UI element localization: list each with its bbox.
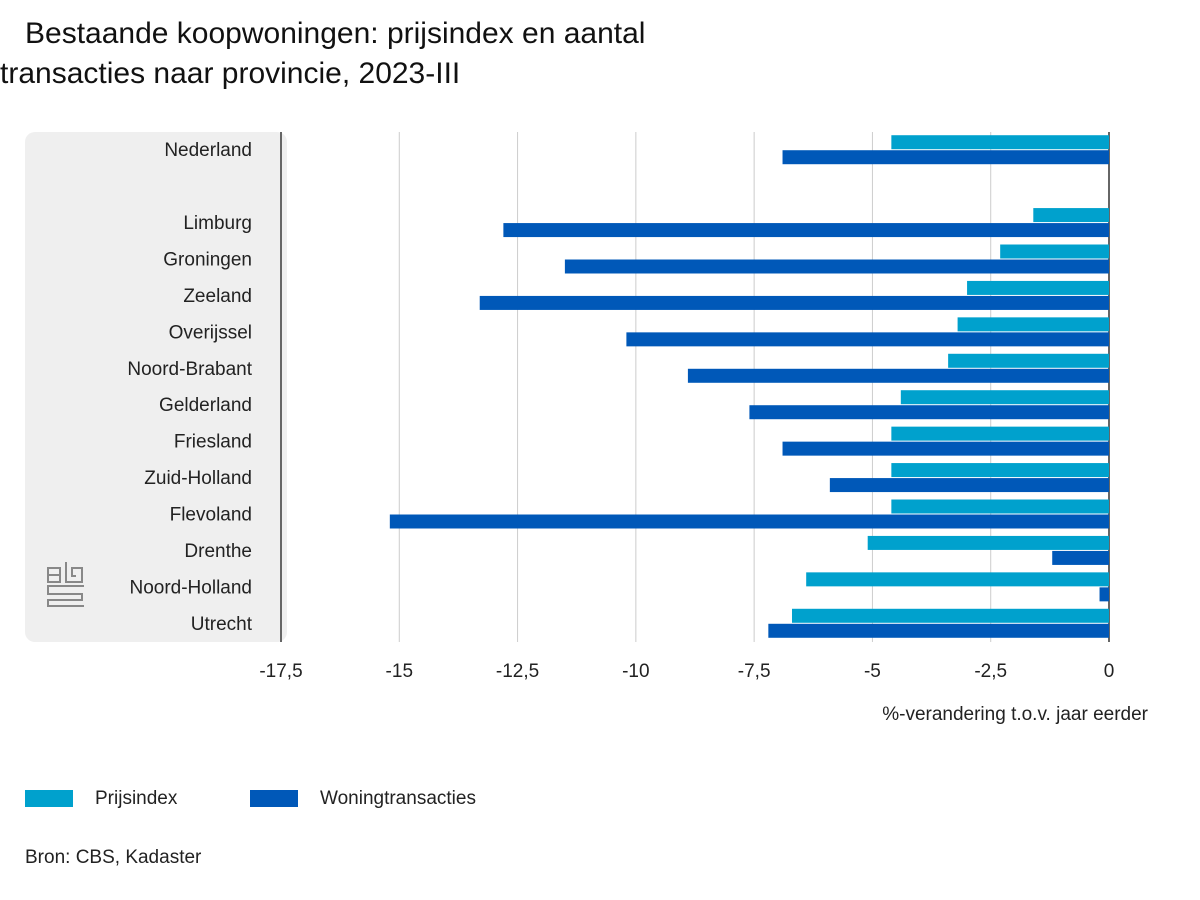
chart-title: Bestaande koopwoningen: prijsindex en aa… [0,17,646,90]
x-tick-label: -10 [622,661,649,682]
bar [891,463,1109,478]
x-tick-label: 0 [1104,661,1115,682]
cbs-logo [47,562,84,607]
x-tick-label: -15 [386,661,413,682]
bar [503,223,1109,238]
bar [867,535,1109,550]
bar [389,514,1109,529]
bar [479,295,1110,310]
legend-swatch [250,790,298,807]
category-label: Zeeland [183,286,252,307]
label-panel [25,132,287,642]
category-label: Limburg [183,213,252,234]
bar [1099,587,1109,602]
category-label: Drenthe [184,541,252,562]
bar [1033,208,1109,223]
bar [1000,244,1109,259]
category-label: Noord-Holland [129,577,252,598]
category-label: Groningen [163,250,252,271]
category-label: Friesland [174,432,252,453]
bar [687,368,1109,383]
legend-swatch [25,790,73,807]
x-tick-label: -7,5 [738,661,771,682]
category-label: Noord-Brabant [127,359,252,380]
x-tick-label: -17,5 [259,661,302,682]
bar [791,608,1109,623]
bar [891,499,1109,514]
bar [626,332,1109,347]
bar [782,150,1109,165]
category-label: Zuid-Holland [144,468,252,489]
bar [782,441,1109,456]
x-tick-label: -12,5 [496,661,539,682]
x-axis-label: %-verandering t.o.v. jaar eerder [882,704,1148,725]
bar [749,405,1109,420]
bar [891,135,1109,150]
category-label: Utrecht [191,614,253,635]
category-label: Nederland [164,140,252,161]
bar [1052,550,1109,565]
category-label: Flevoland [170,505,252,526]
bar [957,317,1109,332]
bar [829,478,1109,493]
bar [948,353,1109,368]
x-tick-label: -5 [864,661,881,682]
bar [806,572,1109,587]
legend-label: Prijsindex [95,788,178,809]
category-label: Overijssel [169,322,252,343]
bar [891,426,1109,441]
source: Bron: CBS, Kadaster [25,847,202,868]
category-label: Gelderland [159,395,252,416]
bar [768,623,1109,638]
bar [900,390,1109,405]
x-tick-label: -2,5 [974,661,1007,682]
bar [564,259,1109,274]
legend-label: Woningtransacties [320,788,476,809]
bar [967,280,1109,295]
